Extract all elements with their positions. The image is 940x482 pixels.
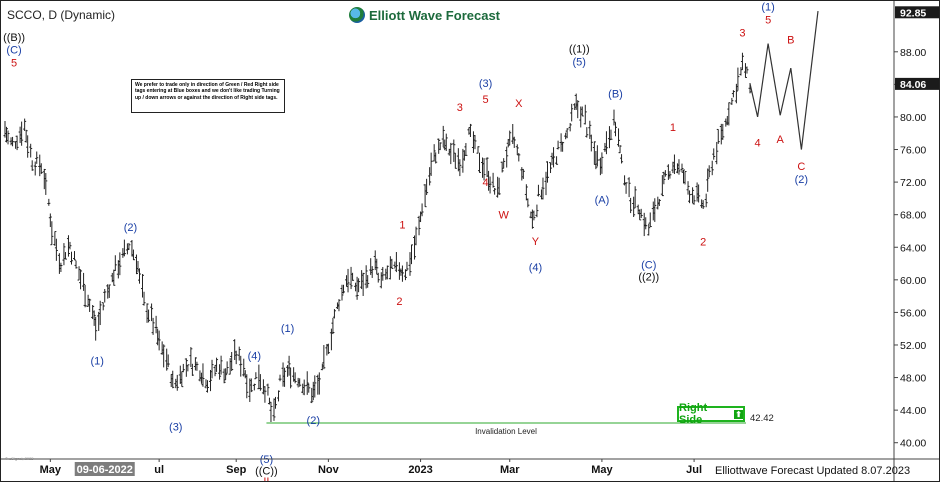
wave-label: B <box>787 35 794 47</box>
invalidation-line: Invalidation Level 42.42 <box>266 413 774 436</box>
price-marker-label: 92.85 <box>900 7 926 19</box>
wave-label: (1) <box>761 1 774 13</box>
wave-label: ((1)) <box>569 44 590 56</box>
x-tick-label: 2023 <box>408 464 432 476</box>
x-tick-label: May <box>591 464 613 476</box>
wave-label: 5 <box>765 14 771 26</box>
symbol-title: SCCO, D (Dynamic) <box>7 8 116 22</box>
y-tick-label: 88.00 <box>900 47 926 59</box>
wave-label: ((B)) <box>3 32 25 44</box>
y-tick-label: 76.00 <box>900 145 926 157</box>
y-tick-label: 64.00 <box>900 242 926 254</box>
ohlc-bars <box>3 52 752 422</box>
y-tick-label: 80.00 <box>900 112 926 124</box>
wave-label: (3) <box>479 78 492 90</box>
wave-label: (C) <box>641 259 656 271</box>
right-side-label: Right Side <box>679 402 708 426</box>
price-marker-box <box>895 6 939 19</box>
y-tick-label: 56.00 <box>900 307 926 319</box>
wave-label: (5) <box>573 57 586 69</box>
up-arrow-icon: ⬆ <box>734 409 743 419</box>
y-tick-label: 60.00 <box>900 275 926 287</box>
wave-label: 4 <box>754 137 760 149</box>
brand-name: Elliott Wave Forecast <box>369 7 500 23</box>
wave-label: C <box>797 161 805 173</box>
wave-label: A <box>777 134 785 146</box>
y-tick-label: 44.00 <box>900 405 926 417</box>
wave-label: (1) <box>90 356 103 368</box>
x-tick-label: Nov <box>318 464 340 476</box>
x-tick-label: Mar <box>500 464 520 476</box>
projection-path <box>749 11 819 150</box>
wave-label: 3 <box>739 27 745 39</box>
wave-label: 2 <box>396 296 402 308</box>
y-tick-label: 72.00 <box>900 177 926 189</box>
wave-label: (1) <box>281 323 294 335</box>
y-tick-label: 40.00 <box>900 438 926 450</box>
x-highlight-box <box>74 462 135 476</box>
brand-logo: Elliott Wave Forecast <box>349 7 500 23</box>
x-tick-label: Jul <box>686 464 702 476</box>
copyright-note: © eSignal, 2023 <box>5 456 34 461</box>
update-footer: Elliottwave Forecast Updated 8.07.2023 <box>715 465 911 477</box>
x-tick-label: May <box>40 464 62 476</box>
price-marker-box <box>895 77 939 90</box>
wave-label: W <box>498 210 509 222</box>
wave-label: (2) <box>307 415 320 427</box>
y-tick-label: 68.00 <box>900 210 926 222</box>
wave-label: (3) <box>169 421 182 433</box>
wave-label: ((2)) <box>638 272 659 284</box>
globe-logo-icon <box>349 7 365 23</box>
wave-label: 1 <box>399 220 405 232</box>
wave-label: 4 <box>482 177 488 189</box>
wave-label: (4) <box>529 262 542 274</box>
projection-line <box>749 11 819 150</box>
price-marker-label: 84.06 <box>900 79 926 91</box>
wave-label: X <box>515 98 523 110</box>
y-tick-label: 52.00 <box>900 340 926 352</box>
x-tick-label: Sep <box>226 464 246 476</box>
wave-label: 3 <box>457 102 463 114</box>
invalidation-value: 42.42 <box>750 413 774 424</box>
wave-label: 2 <box>700 237 706 249</box>
y-tick-label: 48.00 <box>900 373 926 385</box>
wave-label: 5 <box>11 57 17 69</box>
wave-label: (2) <box>795 174 808 186</box>
wave-label: (A) <box>595 194 610 206</box>
x-tick-label: 09-06-2022 <box>77 464 133 476</box>
wave-label: (C) <box>6 44 21 56</box>
trading-note: We prefer to trade only in direction of … <box>131 79 285 113</box>
wave-label: ((C)) <box>255 465 278 477</box>
wave-label: (5) <box>260 454 273 466</box>
x-tick-label: ul <box>154 464 164 476</box>
invalidation-label: Invalidation Level <box>475 427 537 436</box>
wave-label: (4) <box>248 351 261 363</box>
wave-label: 5 <box>482 94 488 106</box>
right-side-tag: Right Side ⬆ <box>677 402 745 426</box>
wave-labels: ((B))(C)5(1)(2)(3)(4)(5)((C))II(1)(2)123… <box>3 1 808 481</box>
wave-label: (2) <box>124 222 137 234</box>
wave-label: 1 <box>670 122 676 134</box>
wave-label: II <box>263 476 269 481</box>
wave-label: (B) <box>608 88 623 100</box>
wave-label: Y <box>532 236 540 248</box>
